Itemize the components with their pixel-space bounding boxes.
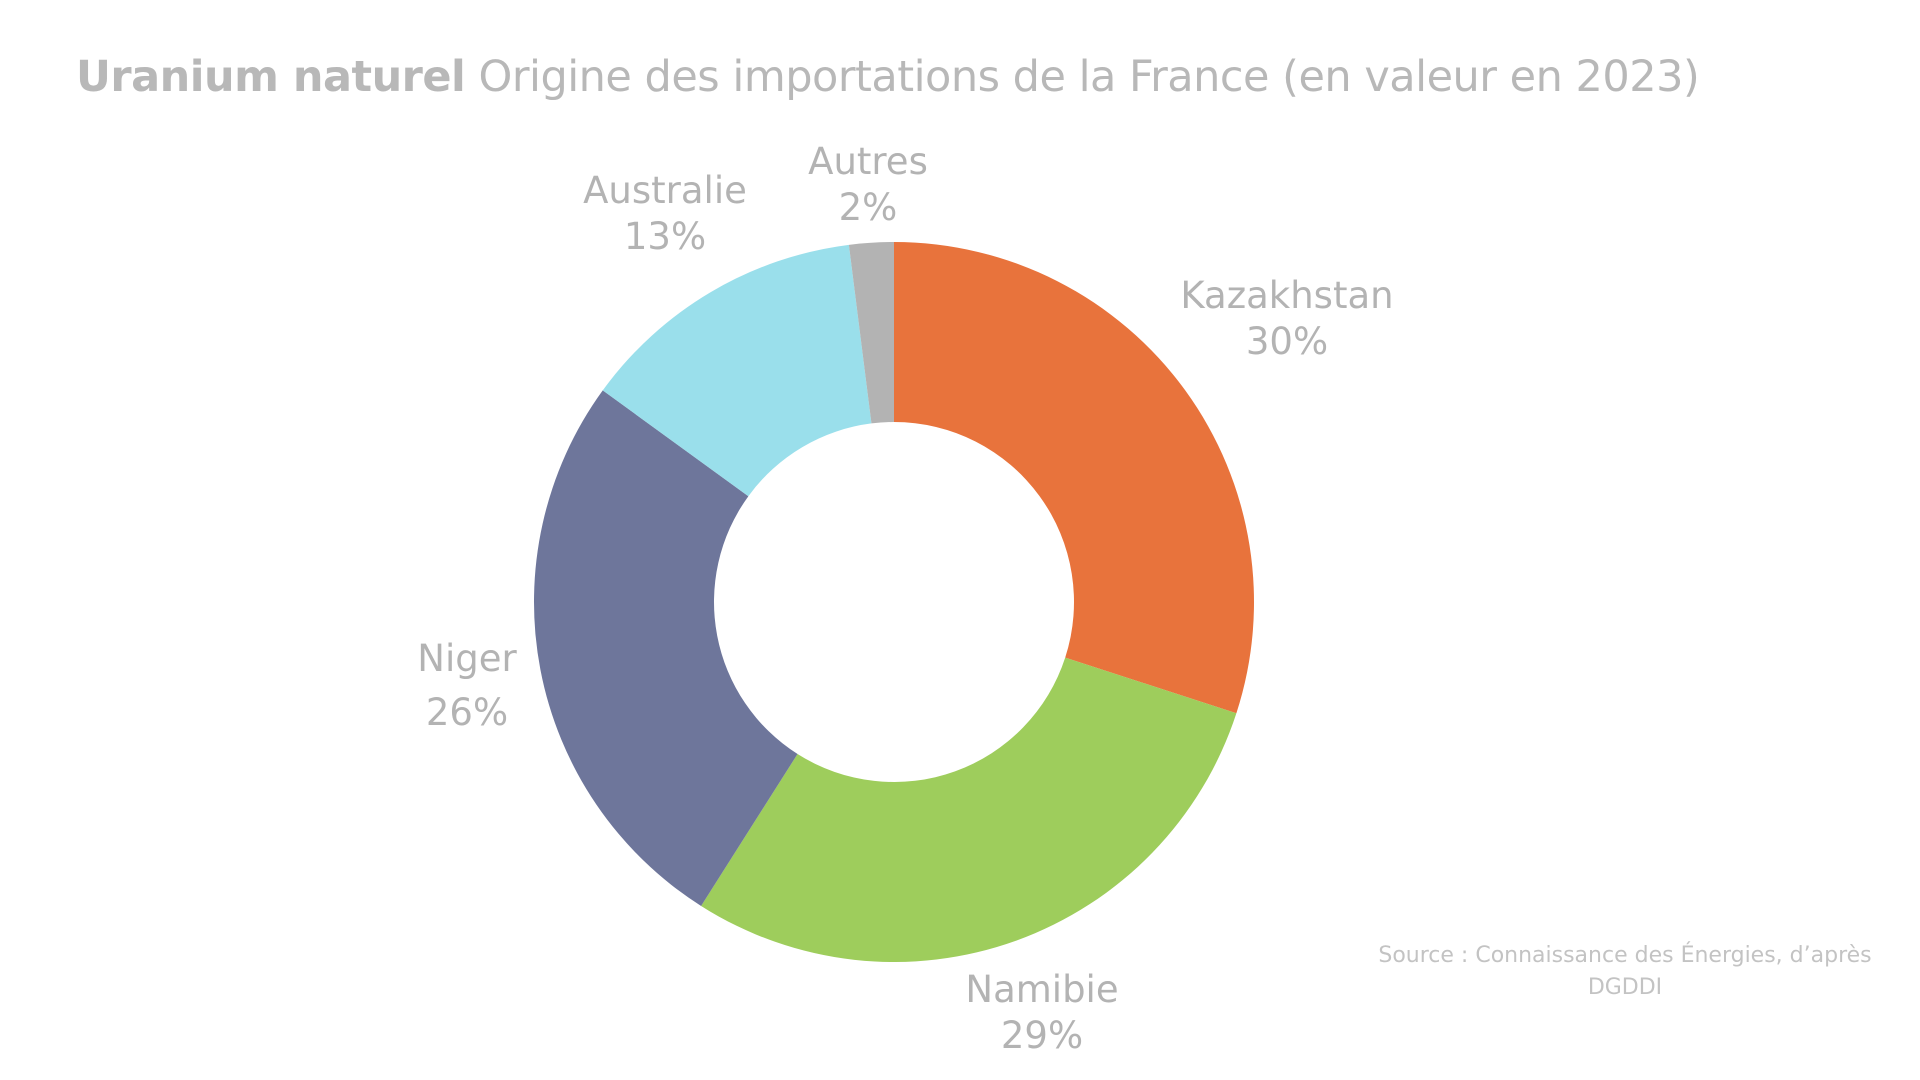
label-niger-name: Niger <box>417 637 517 680</box>
label-niger-pct: 26% <box>425 691 509 734</box>
label-namibie-pct: 29% <box>1000 1014 1084 1057</box>
slice-australie <box>602 244 872 497</box>
chart-title-bold: Uranium naturel <box>76 52 466 102</box>
label-kazakhstan: Kazakhstan 30% <box>1180 273 1393 365</box>
chart-title-regular: Origine des importations de la France (e… <box>478 52 1700 102</box>
source-line-1: Source : Connaissance des Énergies, d’ap… <box>1378 943 1872 968</box>
label-autres-name: Autres <box>808 140 928 183</box>
label-kazakhstan-name: Kazakhstan <box>1180 274 1394 317</box>
label-namibie: Namibie 29% <box>965 967 1118 1059</box>
slice-autres <box>848 242 894 424</box>
label-namibie-name: Namibie <box>965 968 1119 1011</box>
label-kazakhstan-pct: 30% <box>1245 320 1329 363</box>
slice-namibie <box>701 657 1237 962</box>
source-line-2: DGDDI <box>1587 975 1663 1000</box>
label-australie: Australie 13% <box>583 168 747 260</box>
label-australie-pct: 13% <box>623 215 707 258</box>
chart-title: Uranium naturel Origine des importations… <box>76 52 1700 102</box>
slice-kazakhstan <box>894 242 1254 714</box>
source-note: Source : Connaissance des Énergies, d’ap… <box>1378 940 1871 1004</box>
slice-niger <box>534 390 798 906</box>
label-niger: Niger 26% <box>417 632 516 740</box>
label-autres-pct: 2% <box>838 186 898 229</box>
label-autres: Autres 2% <box>808 139 928 231</box>
label-australie-name: Australie <box>583 169 747 212</box>
